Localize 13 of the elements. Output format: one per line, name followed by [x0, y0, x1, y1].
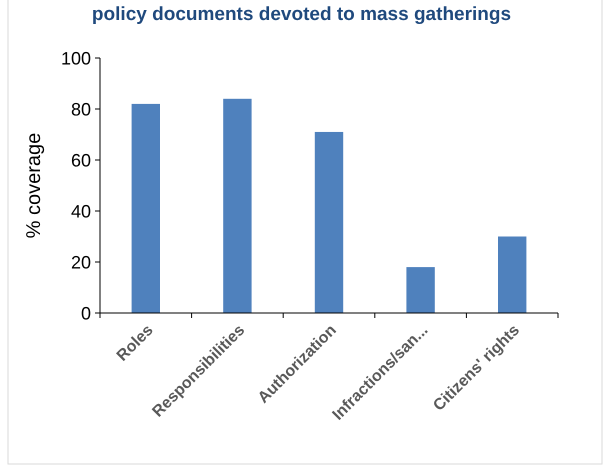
- bar: [314, 132, 344, 313]
- y-axis-title: % coverage: [23, 132, 45, 238]
- y-tick-label: 100: [60, 48, 91, 68]
- y-tick-label: 80: [70, 99, 91, 120]
- bar: [498, 236, 526, 313]
- bar: [223, 98, 252, 313]
- bar: [132, 104, 160, 313]
- chart-title: policy documents devoted to mass gatherings: [92, 4, 512, 25]
- y-tick-label: 60: [70, 150, 91, 170]
- y-tick-label: 20: [70, 252, 91, 272]
- y-tick-label: 0: [80, 303, 91, 324]
- y-tick-label: 40: [70, 201, 91, 222]
- bar: [406, 267, 435, 313]
